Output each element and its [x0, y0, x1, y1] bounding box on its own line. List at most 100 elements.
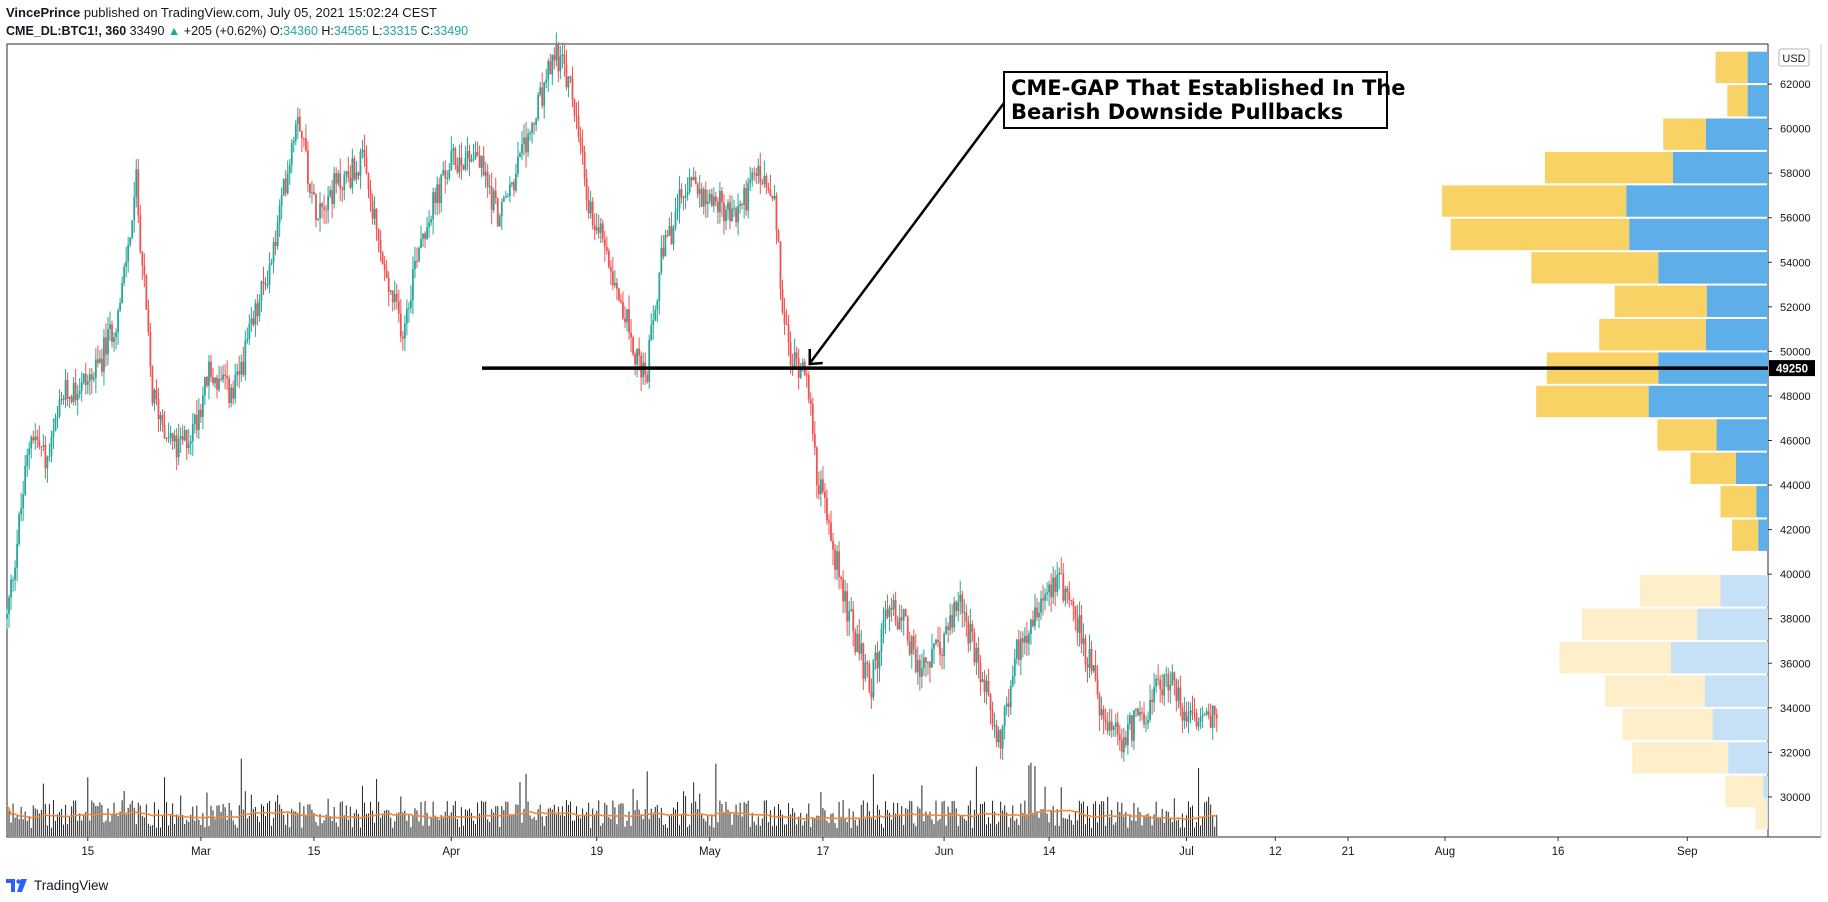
volume-profile-sell-bar	[1755, 797, 1768, 830]
candle-body	[583, 152, 586, 178]
candle-body	[187, 443, 190, 449]
candle-body	[953, 602, 956, 628]
open-label: O:	[269, 24, 284, 38]
price-tick-label: 56000	[1780, 213, 1811, 225]
candle-body	[735, 208, 737, 223]
candle-body	[343, 174, 346, 191]
candle-body	[1183, 711, 1186, 721]
candle-body	[1060, 572, 1063, 574]
currency-badge[interactable]	[1778, 48, 1810, 67]
time-tick-label: 21	[1342, 846, 1355, 858]
candle-body	[311, 191, 313, 193]
candle-body	[535, 118, 538, 125]
candle-body	[906, 616, 909, 642]
candle-body	[222, 374, 224, 380]
candle-body	[850, 609, 853, 611]
ohlc-line: CME_DL:BTC1!, 360 33490 ▲ +205 (+0.62%) …	[6, 23, 1506, 39]
candle-body	[1173, 672, 1176, 681]
close-value: 33490	[433, 24, 469, 38]
candle-body	[351, 158, 354, 188]
candle-body	[1072, 601, 1075, 607]
candle-body	[805, 374, 808, 376]
candle-body	[799, 367, 802, 378]
candle-body	[920, 668, 923, 677]
candle-body	[78, 390, 81, 395]
candle-body	[765, 175, 768, 188]
candle-body	[399, 313, 402, 337]
candle-body	[1201, 715, 1204, 717]
candle-body	[1048, 584, 1051, 593]
candle-body	[813, 434, 816, 448]
candle-body	[1082, 638, 1085, 644]
candle-body	[1009, 685, 1012, 708]
candle-body	[721, 191, 723, 203]
candle-body	[929, 662, 931, 668]
candle-body	[50, 436, 53, 456]
volume-profile-buy-bar	[1767, 797, 1768, 830]
candle-body	[68, 396, 71, 399]
candle-body	[1032, 619, 1034, 627]
tradingview-logo[interactable]: TradingView	[6, 875, 108, 895]
candle-body	[519, 153, 521, 158]
volume-profile-buy-bar	[1728, 742, 1768, 774]
candle-body	[145, 275, 148, 310]
candle-body	[486, 171, 489, 187]
candle-body	[916, 660, 919, 673]
candle-body	[74, 382, 77, 401]
candle-body	[632, 337, 634, 355]
volume-profile-buy-bar	[1712, 708, 1768, 741]
candle-body	[48, 455, 51, 457]
gap-price-label: 49250	[1776, 364, 1808, 376]
candle-body	[918, 660, 921, 677]
candle-body	[795, 352, 798, 359]
candle-body	[725, 209, 727, 222]
candle-body	[1175, 680, 1178, 701]
candle-body	[622, 301, 624, 319]
candle-body	[92, 377, 95, 380]
candle-body	[210, 361, 212, 378]
volume-profile-buy-bar	[1697, 608, 1768, 640]
candle-body	[163, 425, 166, 438]
candle-body	[258, 301, 261, 317]
candle-body	[462, 165, 465, 170]
candle-body	[1203, 714, 1206, 716]
candle-body	[1211, 705, 1214, 728]
volume-profile-sell-bar	[1632, 742, 1729, 774]
candle-body	[761, 182, 764, 184]
author-name[interactable]: VincePrince	[6, 5, 81, 20]
annotation-box[interactable]	[1003, 71, 1388, 129]
candle-body	[710, 193, 713, 206]
candle-body	[20, 508, 23, 515]
candle-body	[1023, 635, 1026, 643]
high-label: H:	[321, 24, 334, 38]
candle-body	[240, 361, 243, 375]
candle-body	[1128, 715, 1131, 724]
price-axis: 30000 32000 34000 36000 38000 40000 42000 44000…	[1768, 79, 1811, 804]
candle-body	[424, 233, 426, 239]
candle-body	[935, 639, 937, 644]
candle-body	[1098, 694, 1101, 716]
time-tick-label: 15	[81, 846, 94, 858]
candle-body	[781, 289, 784, 313]
candle-body	[1044, 594, 1046, 601]
symbol-name[interactable]: CME_DL:BTC1!, 360	[6, 24, 127, 38]
candle-body	[123, 266, 126, 283]
candle-body	[436, 184, 439, 204]
candle-body	[159, 415, 162, 420]
candle-body	[581, 145, 584, 153]
candle-body	[56, 416, 59, 419]
candle-body	[815, 447, 818, 485]
candle-body	[1052, 577, 1055, 598]
candle-body	[981, 679, 984, 683]
candle-body	[506, 196, 509, 198]
candle-body	[232, 387, 235, 399]
time-tick-label: 12	[1269, 846, 1282, 858]
candle-body	[1005, 703, 1008, 707]
candle-body	[147, 309, 150, 332]
candle-body	[557, 44, 560, 72]
candle-body	[18, 514, 21, 544]
candle-body	[418, 247, 420, 262]
candle-body	[838, 551, 840, 577]
